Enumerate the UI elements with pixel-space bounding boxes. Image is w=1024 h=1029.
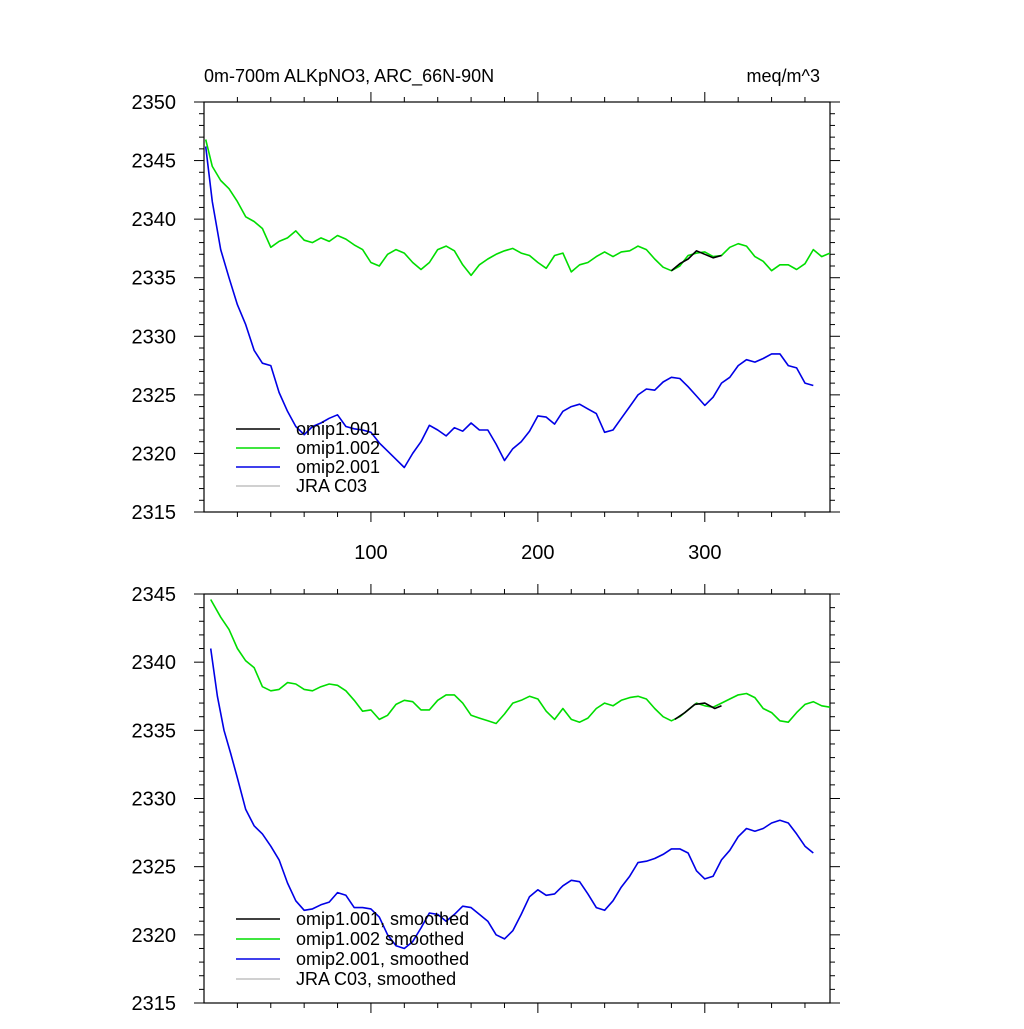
chart-title: 0m-700m ALKpNO3, ARC_66N-90N [204, 66, 494, 87]
bottom-panel: 2315 2320 2325 2330 2335 2340 2345 omip1.001, s… [132, 584, 840, 1015]
legend-label: omip1.001, smoothed [296, 909, 469, 929]
y-tick-label: 2330 [132, 326, 177, 348]
legend-label: omip2.001, smoothed [296, 949, 469, 969]
y-tick-label: 2340 [132, 209, 177, 231]
series-line-omip2-001-smoothed [209, 648, 814, 950]
legend-label: JRA C03, smoothed [296, 969, 456, 989]
y-tick-label: 2325 [132, 857, 177, 879]
y-tick-label: 2320 [132, 443, 177, 465]
y-tick-label: 2320 [132, 925, 177, 947]
legend-label: omip2.001 [296, 457, 380, 477]
y-tick-label: 2325 [132, 385, 177, 407]
y-tick-label: 2345 [132, 584, 177, 606]
y-tick-label: 2330 [132, 789, 177, 811]
x-tick-label: 200 [521, 542, 554, 564]
plot-frame [203, 101, 831, 513]
series-line-omip1-001-smoothed [674, 702, 722, 721]
x-tick-label: 300 [688, 542, 721, 564]
legend-label: omip1.002 smoothed [296, 929, 464, 949]
y-tick-label: 2315 [132, 993, 177, 1015]
series-line-omip1-002 [204, 139, 831, 277]
y-tick-label: 2335 [132, 720, 177, 742]
y-tick-label: 2335 [132, 268, 177, 290]
units-label: meq/m^3 [747, 66, 820, 86]
y-tick-label: 2345 [132, 151, 177, 173]
y-tick-label: 2340 [132, 652, 177, 674]
series-line-omip1-002-smoothed [210, 599, 831, 725]
series-line-omip2-001 [204, 146, 814, 469]
y-tick-label: 2350 [132, 92, 177, 114]
y-tick-label: 2315 [132, 502, 177, 524]
legend-label: JRA C03 [296, 476, 367, 496]
legend-label: omip1.001 [296, 419, 380, 439]
top-panel: 0m-700m ALKpNO3, ARC_66N-90N meq/m^3 2315 2… [132, 66, 840, 564]
series-line-omip1-001 [670, 250, 722, 272]
legend-label: omip1.002 [296, 438, 380, 458]
x-tick-label: 100 [354, 542, 387, 564]
